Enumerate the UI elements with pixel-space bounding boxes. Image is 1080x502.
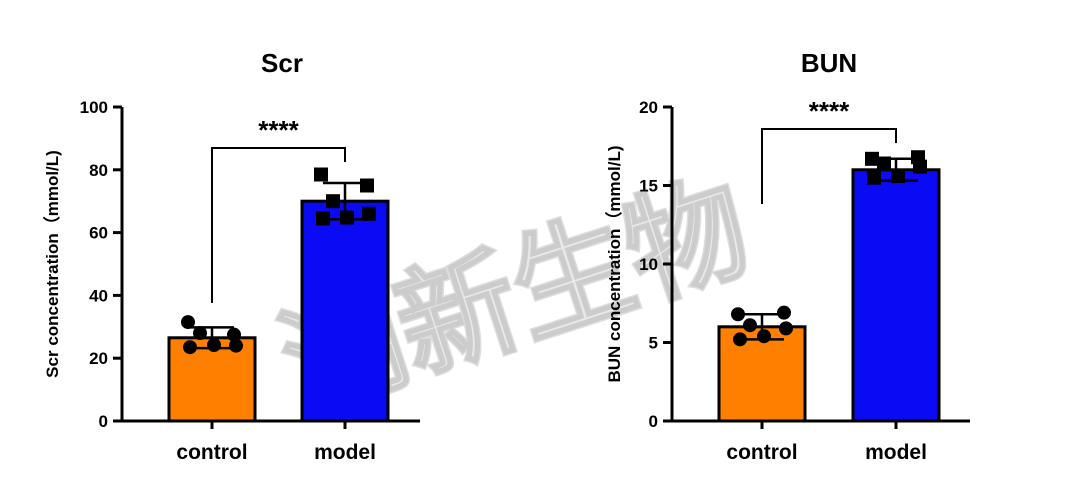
data-point [867, 170, 881, 185]
y-tick-label: 15 [639, 177, 658, 196]
x-tick-label: control [726, 441, 797, 464]
data-point [891, 169, 905, 184]
data-point [229, 338, 243, 353]
y-tick-label: 20 [89, 349, 108, 368]
y-tick-label: 60 [89, 224, 108, 243]
significance-bracket [211, 147, 346, 303]
data-point [326, 194, 340, 209]
data-point [362, 206, 376, 221]
data-point [193, 326, 207, 341]
data-point [183, 340, 197, 355]
data-point [913, 159, 927, 174]
y-tick-label: 0 [99, 412, 108, 431]
chart-title: Scr [261, 48, 303, 78]
data-point [779, 321, 793, 336]
chart-title: BUN [801, 48, 857, 78]
data-point [733, 332, 747, 347]
data-point [865, 151, 879, 166]
bar-model [300, 199, 390, 423]
y-tick-label: 20 [639, 98, 658, 117]
data-point [743, 318, 757, 333]
data-point [777, 305, 791, 320]
bar-model [851, 168, 941, 423]
chart-panel-scr: Scr Scr concentration（mmol/L) 0 20 40 60 80 100… [42, 48, 420, 464]
data-point [340, 210, 354, 225]
x-tick-label: model [314, 441, 376, 464]
chart-panel-bun: BUN BUN concentration（mmol/L) 0 5 10 15 20 cont… [604, 48, 970, 464]
significance-bracket [761, 128, 897, 204]
y-tick-label: 10 [639, 255, 658, 274]
data-point [877, 156, 891, 171]
y-axis-label: Scr concentration（mmol/L) [42, 150, 62, 378]
x-tick-label: model [865, 441, 927, 464]
data-point [757, 329, 771, 344]
data-point [227, 327, 241, 342]
x-tick-label: control [176, 441, 247, 464]
y-tick-label: 100 [80, 98, 108, 117]
data-point [207, 338, 221, 353]
data-point [314, 167, 328, 182]
y-tick-label: 80 [89, 161, 108, 180]
y-tick-label: 5 [649, 334, 658, 353]
data-point [731, 307, 745, 322]
significance-label: **** [258, 115, 299, 145]
y-tick-label: 40 [89, 286, 108, 305]
y-tick-label: 0 [649, 412, 658, 431]
data-point [181, 315, 195, 330]
data-point [316, 211, 330, 226]
significance-label: **** [809, 96, 850, 126]
data-point [360, 178, 374, 193]
y-axis-label: BUN concentration（mmol/L) [604, 145, 624, 382]
